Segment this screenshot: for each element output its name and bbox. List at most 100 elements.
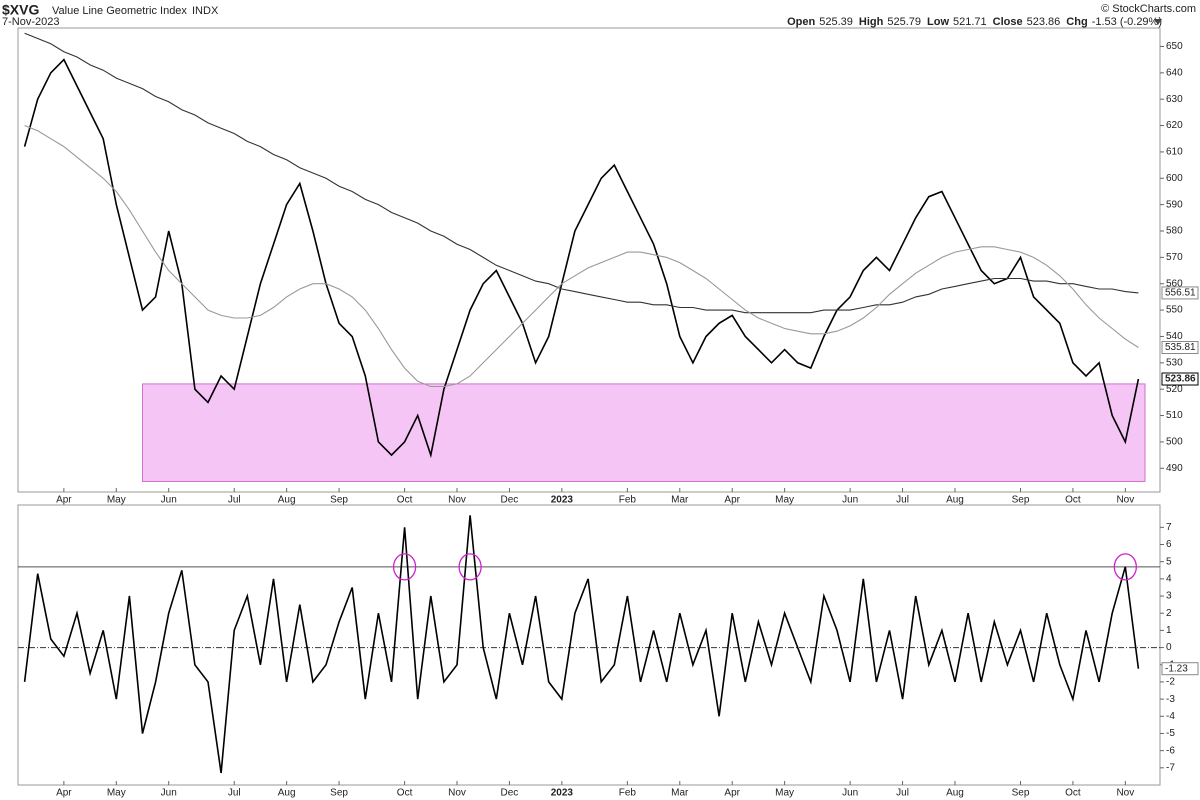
- x-tick-label: Oct: [1065, 788, 1081, 799]
- y-tick-label: 3: [1166, 591, 1172, 602]
- x-tick-label: May: [775, 495, 794, 506]
- x-tick-label: Mar: [671, 495, 689, 506]
- x-tick-label: Jul: [228, 788, 241, 799]
- y-tick-label: -5: [1166, 728, 1175, 739]
- quote-value: 521.71: [953, 16, 987, 28]
- quote-value: -1.53 (-0.29%): [1092, 16, 1162, 28]
- last-value-box: [1161, 341, 1199, 355]
- y-tick-label: 600: [1166, 173, 1183, 184]
- x-tick-label: Feb: [619, 788, 637, 799]
- quote: -1.53 (-0.29%) Chg 523.86 Close 521.71 Low 525…: [787, 16, 1162, 28]
- highlight-circle: [458, 553, 482, 581]
- x-tick-label: 2023: [551, 788, 574, 799]
- y-tick-label: -4: [1166, 711, 1175, 722]
- y-tick-label: 540: [1166, 331, 1183, 342]
- osc-panel: [17, 504, 1161, 786]
- last-value-label: -1.23: [1165, 663, 1188, 674]
- y-tick-label: 6: [1166, 539, 1172, 550]
- x-tick-label: Sep: [1012, 495, 1030, 506]
- x-tick-label: Aug: [278, 495, 296, 506]
- quote-label: Close: [993, 16, 1023, 28]
- last-value-label: 523.86: [1165, 374, 1196, 385]
- quote-value: 525.79: [887, 16, 921, 28]
- quote-label: Chg: [1066, 16, 1087, 28]
- y-tick-label: 630: [1166, 94, 1183, 105]
- series-line: [24, 124, 1139, 388]
- last-value-label: 535.81: [1165, 342, 1196, 353]
- x-tick-label: Oct: [1065, 495, 1081, 506]
- y-tick-label: 490: [1166, 463, 1183, 474]
- support-zone: [141, 383, 1146, 482]
- y-tick-label: 560: [1166, 278, 1183, 289]
- x-tick-label: Jul: [896, 495, 909, 506]
- y-tick-label: -6: [1166, 745, 1175, 756]
- quote-label: Low: [927, 16, 949, 28]
- y-tick-label: 620: [1166, 120, 1183, 131]
- last-value-box: [1161, 662, 1199, 676]
- y-tick-label: 640: [1166, 67, 1183, 78]
- y-tick-label: 2: [1166, 608, 1172, 619]
- y-tick-label: 510: [1166, 410, 1183, 421]
- y-tick-label: 0: [1166, 642, 1172, 653]
- x-tick-label: Oct: [397, 788, 413, 799]
- x-tick-label: Aug: [946, 495, 964, 506]
- x-tick-label: 2023: [551, 495, 574, 506]
- x-tick-label: Nov: [448, 495, 466, 506]
- y-tick-label: 550: [1166, 305, 1183, 316]
- y-tick-label: 570: [1166, 252, 1183, 263]
- x-tick-label: Apr: [56, 495, 72, 506]
- x-tick-label: Sep: [1012, 788, 1030, 799]
- x-tick-label: Dec: [501, 788, 519, 799]
- x-tick-label: Jun: [161, 495, 177, 506]
- x-tick-label: Jul: [896, 788, 909, 799]
- y-tick-label: 500: [1166, 437, 1183, 448]
- dropdown: [1154, 19, 1162, 25]
- y-tick-label: 7: [1166, 522, 1172, 533]
- x-tick-label: May: [775, 788, 794, 799]
- x-tick-label: Apr: [724, 495, 740, 506]
- y-tick-label: 530: [1166, 357, 1183, 368]
- x-tick-label: Nov: [1116, 788, 1134, 799]
- x-tick-label: Apr: [724, 788, 740, 799]
- y-tick-label: -2: [1166, 677, 1175, 688]
- symbol: $XVG: [2, 2, 39, 18]
- x-tick-label: Dec: [501, 495, 519, 506]
- series-line: [24, 32, 1139, 314]
- highlight-circle: [1113, 553, 1137, 581]
- y-tick-label: -3: [1166, 694, 1175, 705]
- x-tick-label: Sep: [330, 788, 348, 799]
- x-tick-label: Mar: [671, 788, 689, 799]
- quote-label: High: [859, 16, 884, 28]
- x-tick-label: Feb: [619, 495, 637, 506]
- x-tick-label: Jul: [228, 495, 241, 506]
- x-tick-label: Oct: [397, 495, 413, 506]
- series-line: [23, 58, 1140, 459]
- y-tick-label: 580: [1166, 226, 1183, 237]
- y-tick-label: 5: [1166, 556, 1172, 567]
- credit: © StockCharts.com: [1101, 3, 1196, 15]
- x-tick-label: Nov: [448, 788, 466, 799]
- x-tick-label: Jun: [842, 788, 858, 799]
- x-tick-label: Aug: [278, 788, 296, 799]
- x-tick-label: Apr: [56, 788, 72, 799]
- price-panel: [17, 27, 1161, 493]
- x-tick-label: May: [107, 788, 126, 799]
- x-tick-label: Aug: [946, 788, 964, 799]
- x-tick-label: May: [107, 495, 126, 506]
- y-tick-label: 520: [1166, 384, 1183, 395]
- series-line: [23, 515, 1140, 774]
- x-tick-label: Sep: [330, 495, 348, 506]
- y-tick-label: 1: [1166, 625, 1172, 636]
- y-tick-label: 650: [1166, 41, 1183, 52]
- last-value-box: [1161, 372, 1199, 386]
- exchange: INDX: [192, 5, 219, 17]
- quote-value: 525.39: [819, 16, 853, 28]
- title: Value Line Geometric Index: [52, 5, 187, 17]
- quote-value: 523.86: [1027, 16, 1061, 28]
- last-value-label: 556.51: [1165, 288, 1196, 299]
- date: 7-Nov-2023: [2, 16, 59, 28]
- highlight-circle: [392, 553, 417, 581]
- y-tick-label: 590: [1166, 199, 1183, 210]
- y-tick-label: 610: [1166, 147, 1183, 158]
